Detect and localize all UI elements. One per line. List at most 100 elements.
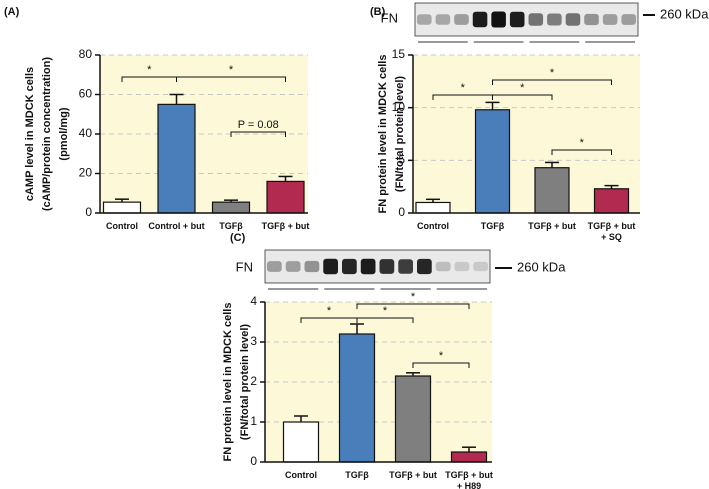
blot-band (417, 258, 432, 275)
significance-label: * (229, 64, 234, 76)
blot-band (285, 261, 301, 272)
x-tick-label: TGFβ (480, 221, 505, 231)
y-tick-label: 20 (79, 166, 93, 180)
x-tick-foreign: TGFβ + but (528, 221, 576, 231)
x-tick-foreign: Control (417, 221, 449, 231)
significance-bracket (492, 79, 612, 85)
blot-band (491, 11, 506, 28)
y-axis-label: (cAMP/protein concentration) (41, 57, 53, 211)
blot-background (264, 249, 491, 284)
plot-background (413, 55, 640, 213)
y-axis-label: (pmol/mg) (58, 107, 70, 160)
x-tick-label: Control (417, 221, 449, 231)
x-tick-label: TGFβ (219, 221, 243, 231)
blot-band (435, 261, 451, 272)
bar (266, 180, 305, 214)
y-tick-label: 2 (250, 374, 257, 388)
blot-background (414, 2, 639, 37)
x-tick-label: Control + but (148, 221, 205, 231)
blot-band (398, 259, 413, 274)
y-tick-label: 0 (85, 205, 92, 219)
x-tick-foreign: TGFβ (345, 470, 369, 480)
y-tick-label: 3 (250, 334, 257, 348)
bar (474, 109, 511, 214)
x-tick-foreign: Control (106, 221, 138, 231)
x-tick-label: TGFβ + but (389, 470, 437, 480)
y-tick-label: 0 (398, 205, 405, 219)
panel-label: (C) (230, 232, 246, 244)
blot-label: FN (236, 259, 253, 274)
blot-band (472, 11, 488, 28)
significance-label: * (461, 82, 466, 94)
y-tick-label: 0 (250, 454, 257, 468)
x-tick-foreign: Control + but (148, 221, 205, 231)
blot-band (417, 14, 432, 25)
y-axis-label: FN protein level in MDCK cells (222, 303, 234, 462)
significance-bracket (492, 94, 553, 100)
x-tick-label: TGFβ + but (528, 221, 576, 231)
significance-bracket (356, 303, 470, 309)
x-tick-label: Control (285, 470, 317, 480)
bar (394, 375, 432, 463)
y-tick-label: 40 (79, 126, 93, 140)
significance-bracket (356, 317, 414, 323)
bar (415, 201, 451, 214)
y-tick-label: 60 (79, 87, 93, 101)
significance-bracket (176, 76, 286, 82)
blot-band (323, 258, 338, 275)
y-axis-label: (FN/total protein level) (394, 76, 406, 192)
significance-label: * (580, 137, 585, 149)
blot-band (621, 14, 636, 25)
blot-band (342, 258, 357, 275)
bar (450, 451, 488, 463)
blot-band (454, 14, 469, 25)
significance-bracket (412, 362, 470, 368)
x-tick-label: TGFβ + but (261, 221, 310, 231)
blot-band (304, 260, 320, 273)
x-tick-foreign: TGFβ + but + SQ (587, 221, 636, 242)
panel-label: (A) (4, 6, 20, 18)
y-axis-label: (FN/total protein level) (239, 324, 251, 440)
blot-marker: 260 kDa (517, 259, 566, 274)
significance-bracket (230, 131, 286, 137)
blot-band (565, 13, 581, 26)
bar (102, 201, 142, 214)
y-tick-label: 80 (79, 47, 93, 61)
significance-label: * (550, 67, 555, 79)
y-tick-label: 5 (398, 153, 405, 167)
significance-bracket (551, 149, 612, 155)
bar (211, 201, 251, 214)
blot-band (528, 13, 544, 26)
significance-label: * (439, 350, 444, 362)
y-axis-label: FN protein level in MDCK cells (377, 55, 389, 214)
x-tick-label: TGFβ + but + SQ (587, 221, 636, 242)
bar (338, 333, 376, 463)
significance-label: * (147, 64, 152, 76)
y-tick-label: 4 (250, 294, 257, 308)
significance-label: * (520, 82, 525, 94)
significance-label: P = 0.08 (238, 119, 279, 131)
x-tick-foreign: TGFβ + but + H89 (445, 470, 493, 489)
y-tick-label: 10 (392, 100, 406, 114)
x-tick-label: TGFβ (345, 470, 369, 480)
blot-band (509, 11, 525, 28)
blot-band (435, 14, 451, 25)
x-tick-foreign: TGFβ + but (261, 221, 310, 231)
x-tick-foreign: TGFβ (219, 221, 243, 231)
y-tick-label: 1 (250, 414, 257, 428)
blot-band (547, 13, 562, 26)
x-tick-label: TGFβ + but + H89 (445, 470, 493, 489)
blot-band (584, 13, 599, 26)
significance-label: * (411, 291, 416, 303)
blot-band (602, 14, 618, 25)
y-tick-label: 15 (392, 47, 406, 61)
blot-band (379, 259, 395, 274)
x-tick-foreign: TGFβ + but (389, 470, 437, 480)
x-tick-label: Control (106, 221, 138, 231)
blot-marker: 260 kDa (660, 6, 709, 21)
bar (157, 103, 196, 214)
blot-band (473, 261, 488, 272)
significance-label: * (327, 305, 332, 317)
bar (282, 421, 320, 463)
